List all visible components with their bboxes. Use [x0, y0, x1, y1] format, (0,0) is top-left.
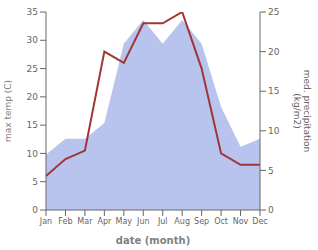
svg-text:date (month): date (month) [116, 235, 190, 246]
svg-text:20: 20 [27, 92, 39, 102]
svg-text:20: 20 [268, 47, 280, 57]
svg-text:Jul: Jul [157, 217, 168, 226]
svg-text:Dec: Dec [252, 217, 267, 226]
svg-text:May: May [116, 217, 133, 226]
svg-text:10: 10 [268, 126, 280, 136]
svg-text:med. precipitation(kg/m2): med. precipitation(kg/m2) [292, 70, 310, 152]
svg-text:10: 10 [27, 149, 39, 159]
svg-text:30: 30 [27, 35, 39, 45]
svg-text:15: 15 [268, 86, 279, 96]
svg-text:Sep: Sep [194, 217, 209, 226]
svg-text:35: 35 [27, 7, 38, 17]
svg-text:5: 5 [268, 166, 274, 176]
svg-text:0: 0 [268, 205, 274, 215]
svg-text:Aug: Aug [174, 217, 190, 226]
svg-text:0: 0 [32, 205, 38, 215]
svg-text:25: 25 [27, 64, 38, 74]
svg-text:Jun: Jun [136, 217, 150, 226]
svg-text:Nov: Nov [233, 217, 249, 226]
svg-text:15: 15 [27, 120, 38, 130]
svg-text:5: 5 [32, 177, 38, 187]
svg-text:max temp (C): max temp (C) [8, 80, 13, 142]
svg-text:Oct: Oct [214, 217, 228, 226]
svg-text:Mar: Mar [77, 217, 93, 226]
svg-text:25: 25 [268, 7, 279, 17]
svg-text:Feb: Feb [58, 217, 72, 226]
svg-text:Apr: Apr [97, 217, 112, 226]
svg-text:Jan: Jan [39, 217, 52, 226]
